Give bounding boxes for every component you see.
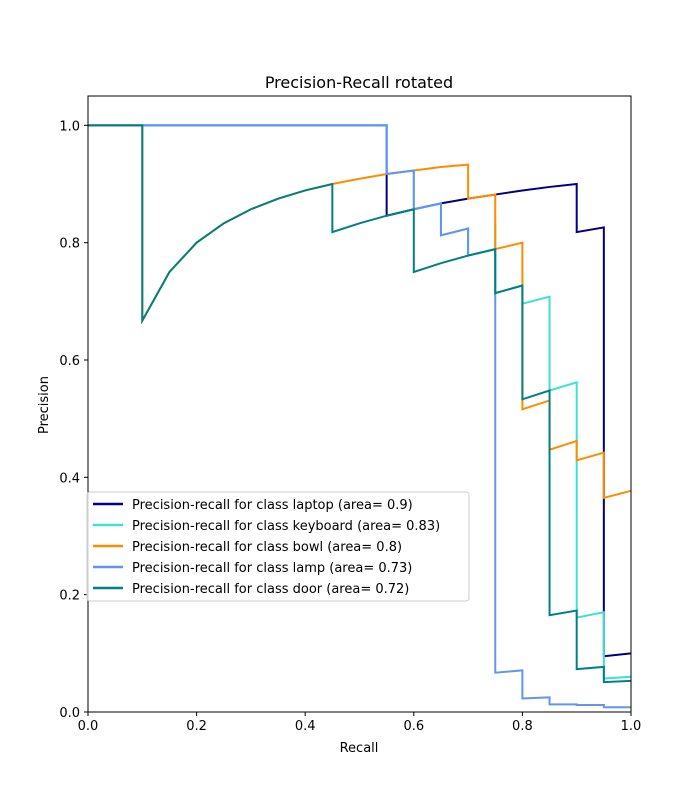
legend-label-2: Precision-recall for class bowl (area= 0…: [132, 540, 402, 555]
x-tick-label: 0.6: [403, 719, 424, 734]
x-tick-label: 0.2: [186, 719, 207, 734]
y-tick-label: 0.6: [59, 354, 80, 369]
x-tick-label: 1.0: [621, 719, 642, 734]
y-tick-label: 0.8: [59, 237, 80, 252]
x-axis-label: Recall: [340, 741, 379, 756]
legend-label-1: Precision-recall for class keyboard (are…: [132, 519, 440, 534]
y-tick-label: 0.0: [59, 706, 80, 721]
y-axis-label: Precision: [37, 376, 52, 434]
x-tick-label: 0.4: [295, 719, 316, 734]
y-tick-label: 0.4: [59, 471, 80, 486]
plot-lines: [88, 124, 632, 709]
x-tick-label: 0.8: [512, 719, 533, 734]
x-tick-label: 0.0: [78, 719, 99, 734]
y-tick-label: 0.2: [59, 589, 80, 604]
legend-label-0: Precision-recall for class laptop (area=…: [132, 498, 413, 513]
plot-frame: [87, 95, 632, 713]
legend-label-3: Precision-recall for class lamp (area= 0…: [132, 561, 412, 576]
legend: Precision-recall for class laptop (area=…: [86, 491, 470, 602]
series-line-4: [88, 124, 632, 684]
y-axis-ticks: 0.0 0.2 0.4 0.6 0.8 1.0: [59, 119, 88, 721]
chart-title: Precision-Recall rotated: [265, 73, 453, 92]
legend-box: [86, 491, 470, 602]
legend-items: Precision-recall for class laptop (area=…: [93, 498, 440, 597]
series-line-3: [88, 124, 631, 709]
y-tick-label: 1.0: [59, 119, 80, 134]
x-axis-ticks: 0.0 0.2 0.4 0.6 0.8 1.0: [78, 712, 642, 734]
legend-label-4: Precision-recall for class door (area= 0…: [132, 582, 409, 597]
